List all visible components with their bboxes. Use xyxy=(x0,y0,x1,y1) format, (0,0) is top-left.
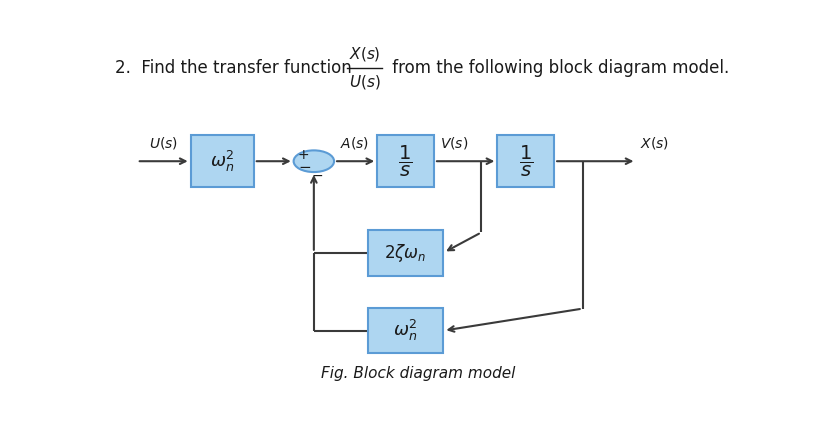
Text: $2\zeta\omega_n$: $2\zeta\omega_n$ xyxy=(384,242,427,264)
Text: $\omega_n^2$: $\omega_n^2$ xyxy=(210,149,234,174)
Text: $\omega_n^2$: $\omega_n^2$ xyxy=(393,318,418,343)
Text: −: − xyxy=(299,161,311,176)
Text: $\dfrac{1}{s}$: $\dfrac{1}{s}$ xyxy=(398,144,413,179)
Circle shape xyxy=(294,150,334,172)
FancyBboxPatch shape xyxy=(367,230,444,275)
Text: $V(s)$: $V(s)$ xyxy=(441,135,468,151)
Text: $U(s)$: $U(s)$ xyxy=(149,135,179,151)
Text: $A(s)$: $A(s)$ xyxy=(340,135,370,151)
FancyBboxPatch shape xyxy=(497,135,554,187)
Text: 2.  Find the transfer function: 2. Find the transfer function xyxy=(114,59,357,77)
Text: from the following block diagram model.: from the following block diagram model. xyxy=(388,59,730,77)
Text: $X(s)$: $X(s)$ xyxy=(640,135,668,151)
Text: +: + xyxy=(298,148,309,162)
Text: −: − xyxy=(311,169,322,183)
Text: $X(s)$: $X(s)$ xyxy=(348,45,380,63)
FancyBboxPatch shape xyxy=(190,135,254,187)
Text: Fig. Block diagram model: Fig. Block diagram model xyxy=(321,367,516,381)
Text: $U(s)$: $U(s)$ xyxy=(348,73,380,91)
FancyBboxPatch shape xyxy=(377,135,434,187)
FancyBboxPatch shape xyxy=(367,308,444,353)
Text: $\dfrac{1}{s}$: $\dfrac{1}{s}$ xyxy=(518,144,533,179)
